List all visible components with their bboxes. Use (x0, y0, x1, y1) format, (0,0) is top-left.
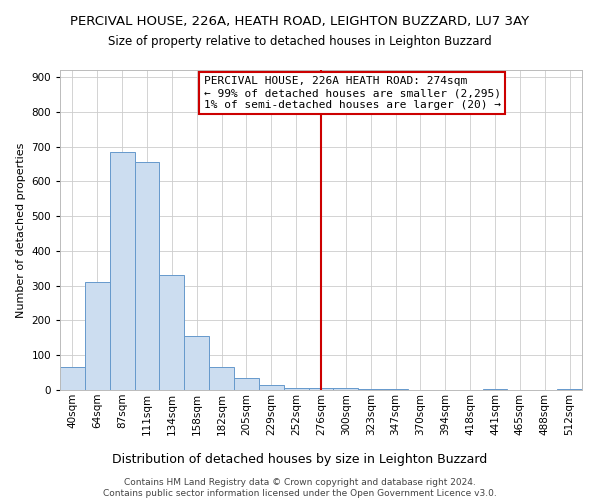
Bar (308, 388, 334, 390)
Bar (60, 368, 85, 390)
Bar (160, 275, 184, 390)
Text: Size of property relative to detached houses in Leighton Buzzard: Size of property relative to detached ho… (108, 35, 492, 48)
Bar (284, 388, 308, 390)
Bar (184, 336, 209, 390)
Text: PERCIVAL HOUSE, 226A, HEATH ROAD, LEIGHTON BUZZARD, LU7 3AY: PERCIVAL HOUSE, 226A, HEATH ROAD, LEIGHT… (70, 15, 530, 28)
Bar (85, 282, 110, 390)
Bar (234, 378, 259, 390)
Text: Contains HM Land Registry data © Crown copyright and database right 2024.
Contai: Contains HM Land Registry data © Crown c… (103, 478, 497, 498)
Y-axis label: Number of detached properties: Number of detached properties (16, 142, 26, 318)
Bar (134, 162, 160, 390)
Text: PERCIVAL HOUSE, 226A HEATH ROAD: 274sqm
← 99% of detached houses are smaller (2,: PERCIVAL HOUSE, 226A HEATH ROAD: 274sqm … (203, 76, 500, 110)
Bar (110, 152, 134, 390)
Bar (259, 385, 284, 390)
Bar (209, 368, 234, 390)
Text: Distribution of detached houses by size in Leighton Buzzard: Distribution of detached houses by size … (112, 452, 488, 466)
Bar (334, 388, 358, 390)
